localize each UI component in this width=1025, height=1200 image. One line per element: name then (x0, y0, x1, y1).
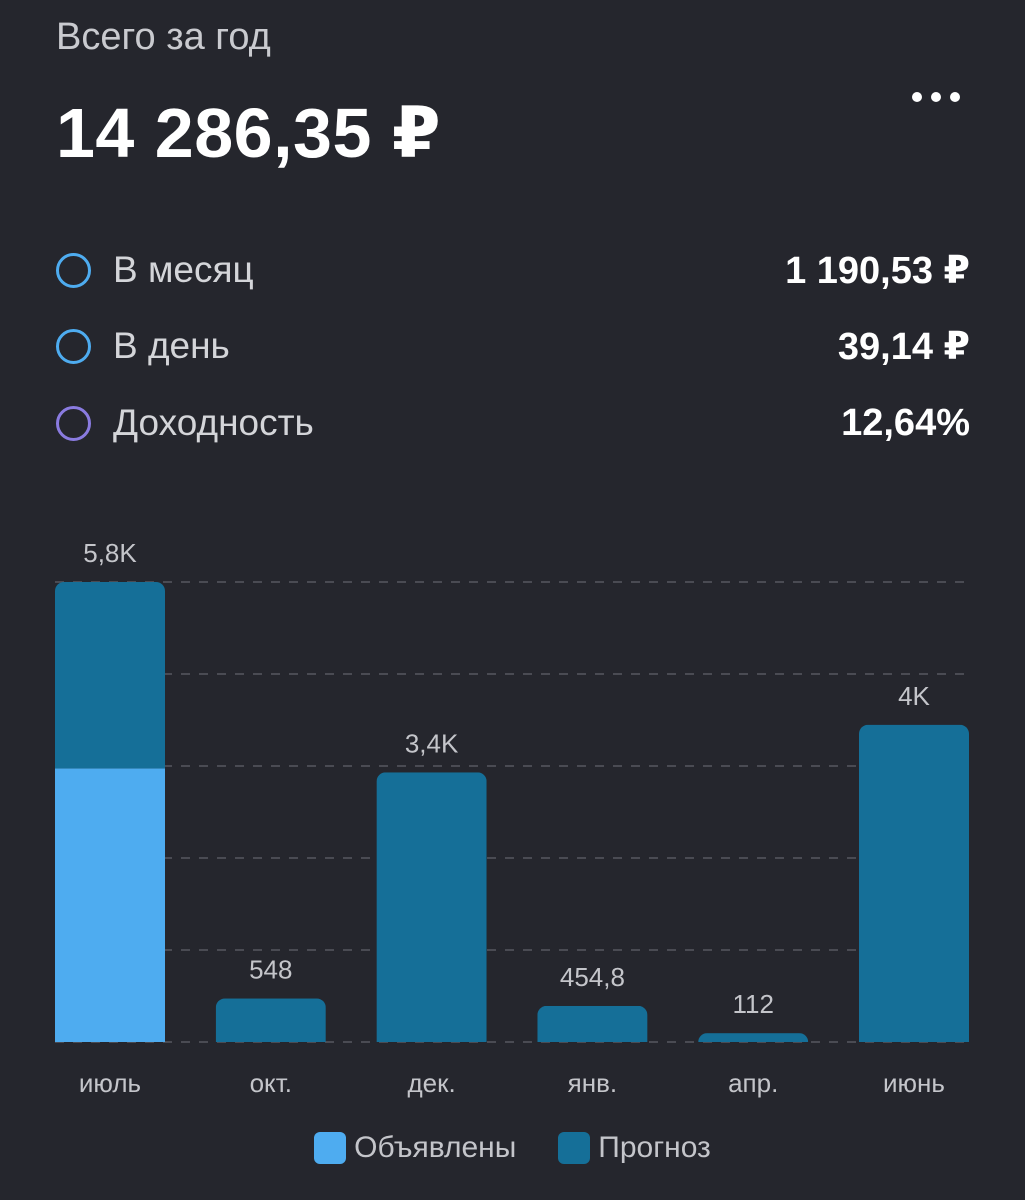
x-tick-label: окт. (250, 1068, 292, 1098)
stat-label: В месяц (113, 249, 254, 290)
more-options-icon[interactable] (896, 80, 976, 114)
bar-segment-forecast (537, 1005, 648, 1042)
circle-outline-icon (56, 328, 91, 364)
summary-title: Всего за год (56, 16, 271, 58)
bar-segment-forecast (859, 724, 969, 1042)
chart-legend: Объявлены Прогноз (0, 1126, 1025, 1170)
legend-item-declared[interactable]: Объявлены (314, 1131, 516, 1165)
yearly-total-amount: 14 286,35 ₽ (56, 94, 442, 172)
bar-value-label: 4K (898, 681, 930, 711)
circle-outline-icon (56, 252, 91, 288)
stat-label: Доходность (113, 402, 314, 443)
more-dot (950, 92, 960, 102)
bar-value-label: 3,4K (405, 728, 459, 758)
stat-value: 39,14 ₽ (837, 325, 970, 368)
bar-value-label: 5,8K (83, 538, 137, 568)
bar-segment-forecast (376, 772, 487, 1042)
bar-value-label: 548 (249, 955, 292, 985)
bar-value-label: 112 (732, 989, 773, 1019)
stat-label: В день (113, 325, 230, 366)
x-tick-label: янв. (568, 1068, 617, 1098)
legend-swatch (558, 1132, 591, 1164)
x-tick-label: июнь (883, 1068, 945, 1098)
legend-swatch (314, 1132, 347, 1164)
bar-segment-forecast (698, 1033, 809, 1042)
bar-value-label: 454,8 (560, 962, 625, 992)
legend-label: Объявлены (354, 1131, 517, 1164)
stat-value: 12,64% (841, 401, 970, 444)
x-tick-label: июль (79, 1068, 141, 1098)
x-tick-label: дек. (407, 1068, 455, 1098)
bar-segment-declared (55, 768, 165, 1042)
bar-segment-forecast (55, 582, 165, 769)
stat-row-daily: В день 39,14 ₽ (56, 322, 970, 370)
legend-item-forecast[interactable]: Прогноз (558, 1131, 711, 1165)
more-dot (931, 92, 941, 102)
circle-outline-icon (56, 405, 91, 441)
more-dot (912, 92, 922, 102)
stat-row-yield: Доходность 12,64% (56, 399, 970, 447)
stat-value: 1 190,53 ₽ (785, 249, 970, 292)
legend-label: Прогноз (598, 1131, 711, 1164)
bar-segment-forecast (215, 998, 326, 1042)
dividends-bar-chart: 5,8K июль 548 окт. 3,4K дек. 454,8 янв. 112 апр. 4… (55, 538, 969, 1098)
x-tick-label: апр. (728, 1068, 778, 1098)
stat-row-monthly: В месяц 1 190,53 ₽ (56, 246, 970, 294)
